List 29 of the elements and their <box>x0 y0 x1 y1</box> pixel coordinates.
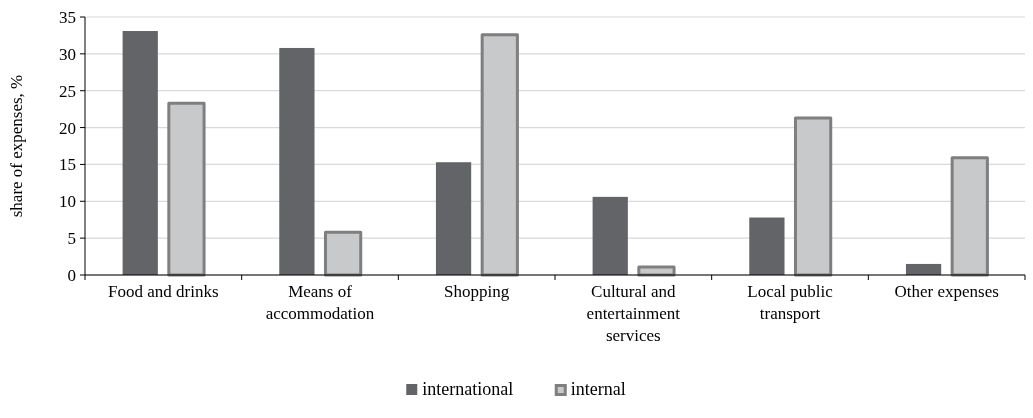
legend-label: international <box>422 379 514 399</box>
x-tick-label: Local public transport <box>747 282 834 323</box>
bar <box>749 217 785 275</box>
x-tick-label: Other expenses <box>894 282 999 301</box>
bar <box>793 116 833 277</box>
bar <box>435 162 472 275</box>
y-tick-label: 35 <box>59 7 76 27</box>
bar <box>167 101 206 277</box>
x-tick-label: Cultural and entertainment services <box>586 282 681 345</box>
x-tick-label: Means of accommodation <box>265 282 375 323</box>
x-tick-label: Shopping <box>444 282 510 301</box>
y-tick-label: 25 <box>59 81 76 101</box>
bar <box>122 31 158 275</box>
y-tick-label: 15 <box>59 155 76 175</box>
bar <box>323 230 363 277</box>
y-axis-title: share of expenses, % <box>7 74 26 218</box>
y-tick-label: 5 <box>67 229 76 249</box>
bar <box>637 265 676 277</box>
bar <box>592 196 628 275</box>
y-tick-label: 0 <box>67 265 76 285</box>
bar <box>905 263 942 275</box>
bar <box>279 47 315 275</box>
y-tick-label: 20 <box>59 118 76 138</box>
legend-label: internal <box>570 379 626 399</box>
bar <box>950 156 989 277</box>
bar <box>480 33 519 277</box>
y-tick-label: 10 <box>59 192 76 212</box>
x-tick-label: Food and drinks <box>108 282 219 301</box>
y-tick-label: 30 <box>59 44 76 64</box>
